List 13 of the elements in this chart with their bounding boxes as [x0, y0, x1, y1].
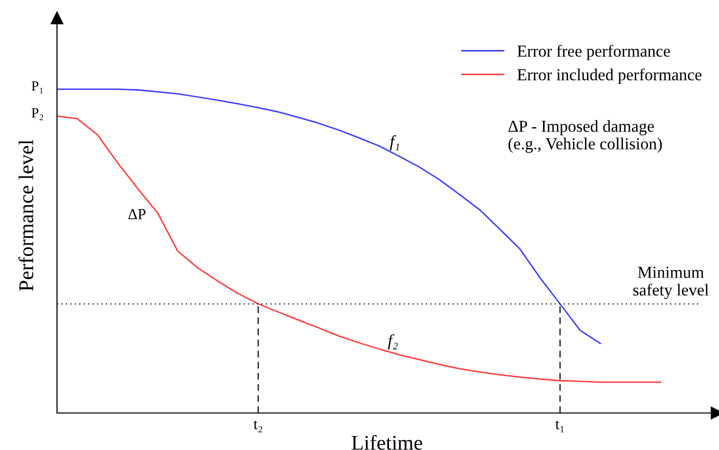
text: P₂	[32, 108, 44, 120]
annotation: f₂	[388, 334, 398, 350]
legend-label: Error free performance	[517, 44, 670, 60]
x-axis-title: Lifetime	[352, 434, 422, 450]
ref-line-label: Minimum safety level	[633, 266, 709, 300]
annotation: ΔP - Imposed damage (e.g., Vehicle collision)	[508, 120, 662, 153]
legend-label: Error included performance	[517, 68, 702, 84]
x-tick-label: t₁	[555, 420, 564, 432]
y-axis-title: Performance level	[18, 140, 34, 291]
x-tick-label: t₂	[254, 420, 262, 432]
text: P₁	[32, 81, 43, 94]
annotation: ΔP	[128, 209, 146, 220]
annotation: f₁	[390, 135, 400, 150]
